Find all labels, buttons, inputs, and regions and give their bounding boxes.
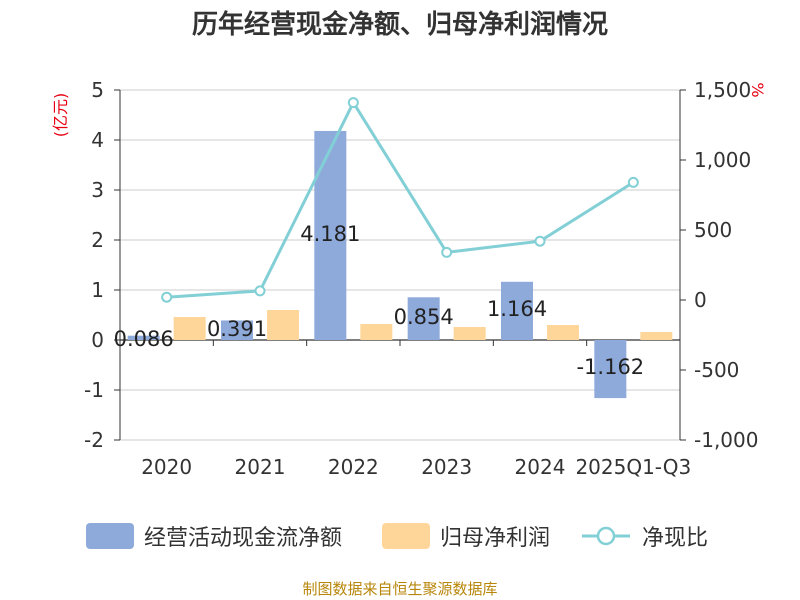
x-tick-label: 2024: [515, 455, 566, 479]
x-tick-label: 2022: [328, 455, 379, 479]
y-left-tick-label: 1: [91, 278, 104, 302]
bar-cash-value-label: 1.164: [487, 297, 547, 321]
y-left-tick-label: 3: [91, 178, 104, 202]
y-left-tick-label: 5: [91, 78, 104, 102]
x-tick-label: 2023: [421, 455, 472, 479]
legend-label-profit: 归母净利润: [440, 526, 551, 551]
bar-cash: [594, 340, 627, 399]
legend-item-cash[interactable]: 经营活动现金流净额: [86, 516, 342, 556]
bar-profit: [453, 327, 486, 340]
y-right-tick-label: 0: [694, 288, 707, 312]
bar-cash-value-label: 4.181: [300, 222, 360, 246]
y-left-tick-label: -1: [84, 378, 104, 402]
y-right-unit-label: %: [748, 82, 767, 97]
y-left-unit-label: (亿元): [51, 93, 70, 138]
bar-cash: [221, 320, 253, 340]
chart-svg: -2 -1 0 1 2 3 4 5 -1,000 -500 0 500 1,000 1,500 (亿元)% 2…: [51, 78, 767, 479]
ratio-point: [254, 285, 266, 297]
bar-cash: [501, 281, 533, 340]
bar-profit: [267, 310, 299, 340]
x-tick-label: 2020: [141, 455, 192, 479]
y-left-tick-label: -2: [84, 428, 104, 452]
bar-cash: [314, 130, 347, 340]
bar-cash-value-label: 0.391: [207, 317, 267, 341]
source-note: 制图数据来自恒生聚源数据库: [302, 580, 498, 598]
y-left-tick-label: 0: [91, 328, 104, 352]
bar-cash-value-label: 0.086: [114, 327, 174, 351]
bar-cash: [407, 297, 440, 340]
ratio-point: [161, 291, 173, 303]
legend-line-icon: [582, 526, 630, 546]
legend: 经营活动现金流净额 归母净利润 净现比: [0, 516, 800, 556]
ratio-point: [627, 176, 639, 188]
bar-profit: [173, 317, 206, 340]
bar-profit: [360, 324, 393, 340]
y-right-tick-label: 1,000: [694, 148, 751, 172]
legend-label-ratio: 净现比: [642, 526, 709, 551]
bar-cash-value-label: -1.162: [576, 355, 644, 379]
ratio-point: [534, 235, 546, 247]
x-tick-label: 2025Q1-Q3: [575, 455, 691, 479]
chart-title: 历年经营现金净额、归母净利润情况: [191, 10, 608, 40]
y-left-tick-label: 2: [91, 228, 104, 252]
legend-label-cash: 经营活动现金流净额: [144, 526, 343, 551]
y-left-tick-label: 4: [91, 128, 104, 152]
y-right-tick-label: -500: [694, 358, 739, 382]
y-right-tick-label: 1,500: [694, 78, 751, 102]
ratio-point: [347, 97, 359, 109]
bar-cash: [127, 335, 160, 340]
ratio-line: [166, 99, 635, 299]
legend-item-profit[interactable]: 归母净利润: [382, 516, 550, 556]
bar-profit: [640, 332, 673, 340]
x-tick-label: 2021: [235, 455, 286, 479]
legend-item-ratio[interactable]: 净现比: [580, 516, 708, 556]
ratio-point: [441, 246, 453, 258]
bar-profit: [547, 325, 579, 340]
bar-cash-value-label: 0.854: [394, 305, 454, 329]
legend-swatch-cash: [86, 523, 134, 549]
legend-swatch-profit: [382, 523, 430, 549]
y-right-tick-label: 500: [694, 218, 732, 242]
y-right-tick-label: -1,000: [694, 428, 758, 452]
